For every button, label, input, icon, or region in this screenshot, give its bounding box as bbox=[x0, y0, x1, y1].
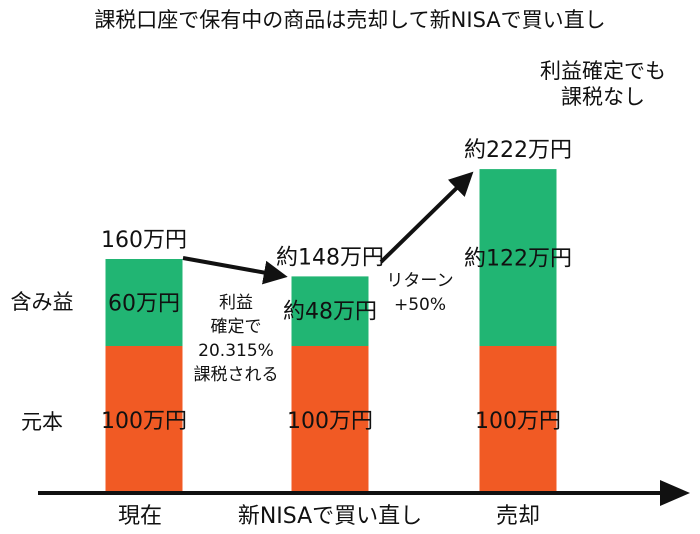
data-label-principal-1: 100万円 bbox=[287, 409, 373, 434]
arrow-to-rebuy bbox=[182, 256, 288, 285]
legend-gain-label: 含み益 bbox=[11, 290, 74, 314]
no-tax-note-line-0: 利益確定でも bbox=[540, 59, 666, 83]
return-note-line-1: +50% bbox=[394, 295, 446, 315]
tax-annotation: 利益 確定で 20.315% 課税される bbox=[194, 293, 279, 385]
no-tax-annotation: 利益確定でも 課税なし bbox=[540, 59, 666, 109]
tax-note-line-1: 確定で bbox=[211, 317, 262, 337]
bar-principal-1 bbox=[291, 346, 369, 491]
total-label-1: 約148万円 bbox=[276, 245, 384, 270]
tax-note-line-0: 利益 bbox=[219, 293, 253, 313]
bar-principal-0 bbox=[105, 346, 183, 491]
category-label-0: 現在 bbox=[118, 504, 162, 529]
total-label-0: 160万円 bbox=[101, 228, 187, 253]
category-label-1: 新NISAで買い直し bbox=[238, 504, 422, 529]
tax-note-line-2: 20.315% bbox=[198, 341, 274, 361]
return-note-line-0: リターン bbox=[386, 271, 453, 291]
bar-gain-2 bbox=[479, 169, 557, 346]
chart-title: 課税口座で保有中の商品は売却して新NISAで買い直し bbox=[94, 8, 605, 32]
data-label-principal-0: 100万円 bbox=[101, 409, 187, 434]
no-tax-note-line-1: 課税なし bbox=[561, 85, 645, 109]
x-axis-arrowhead bbox=[660, 480, 690, 506]
data-label-principal-2: 100万円 bbox=[475, 409, 561, 434]
arrow-to-sell bbox=[379, 171, 474, 264]
data-label-gain-1: 約48万円 bbox=[283, 299, 377, 324]
return-annotation: リターン +50% bbox=[386, 271, 453, 315]
bar-principal-2 bbox=[479, 346, 557, 491]
category-label-2: 売却 bbox=[496, 504, 540, 529]
bar-gain-1 bbox=[291, 276, 369, 346]
legend-principal-label: 元本 bbox=[21, 410, 63, 434]
tax-note-line-3: 課税される bbox=[194, 365, 279, 385]
bars-layer bbox=[105, 169, 557, 491]
total-label-2: 約222万円 bbox=[464, 138, 572, 163]
data-label-gain-0: 60万円 bbox=[108, 292, 180, 317]
labels-layer: 100万円 60万円 160万円 100万円 約48万円 約148万円 100万円 約122万… bbox=[101, 138, 572, 434]
bar-gain-0 bbox=[105, 259, 183, 346]
data-label-gain-2: 約122万円 bbox=[464, 247, 572, 272]
